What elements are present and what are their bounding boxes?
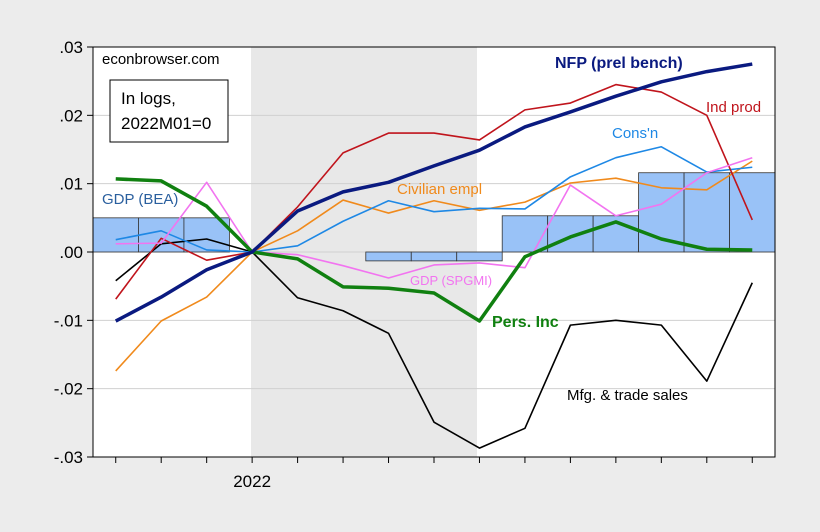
series-label: NFP (prel bench) — [555, 55, 683, 72]
bar — [547, 215, 594, 253]
series-label: GDP (BEA) — [102, 191, 178, 208]
series-line — [115, 145, 753, 253]
note-line: 2022M01=0 — [121, 114, 211, 133]
series-label: Cons'n — [612, 125, 658, 142]
y-tick-label: .00 — [59, 243, 83, 262]
series-line — [115, 238, 753, 449]
bar — [638, 172, 685, 253]
y-tick-label: .02 — [59, 106, 83, 125]
series-label: Ind prod — [706, 99, 761, 116]
bar — [456, 251, 503, 262]
bar — [683, 172, 730, 253]
series-line — [115, 156, 753, 279]
bar — [410, 251, 458, 262]
series-label: Mfg. & trade sales — [567, 387, 688, 404]
series-line — [115, 177, 753, 323]
series-line — [115, 160, 753, 372]
y-tick-label: -.03 — [54, 448, 83, 467]
series-line — [115, 83, 754, 300]
series-line — [114, 62, 753, 323]
y-tick-label: .01 — [59, 175, 83, 194]
y-tick-label: .03 — [59, 38, 83, 57]
y-tick-label: -.01 — [54, 311, 83, 330]
note-box — [109, 79, 229, 143]
bar — [92, 217, 139, 253]
bar — [501, 215, 549, 253]
note-line: In logs, — [121, 89, 176, 108]
source-note: econbrowser.com — [102, 51, 220, 68]
bar — [365, 251, 412, 262]
x-tick-label: 2022 — [233, 472, 271, 491]
series-label: Pers. Inc — [492, 314, 559, 331]
y-tick-label: -.02 — [54, 380, 83, 399]
series-label: Civilian empl — [397, 181, 482, 198]
series-label: GDP (SPGMI) — [410, 273, 492, 288]
